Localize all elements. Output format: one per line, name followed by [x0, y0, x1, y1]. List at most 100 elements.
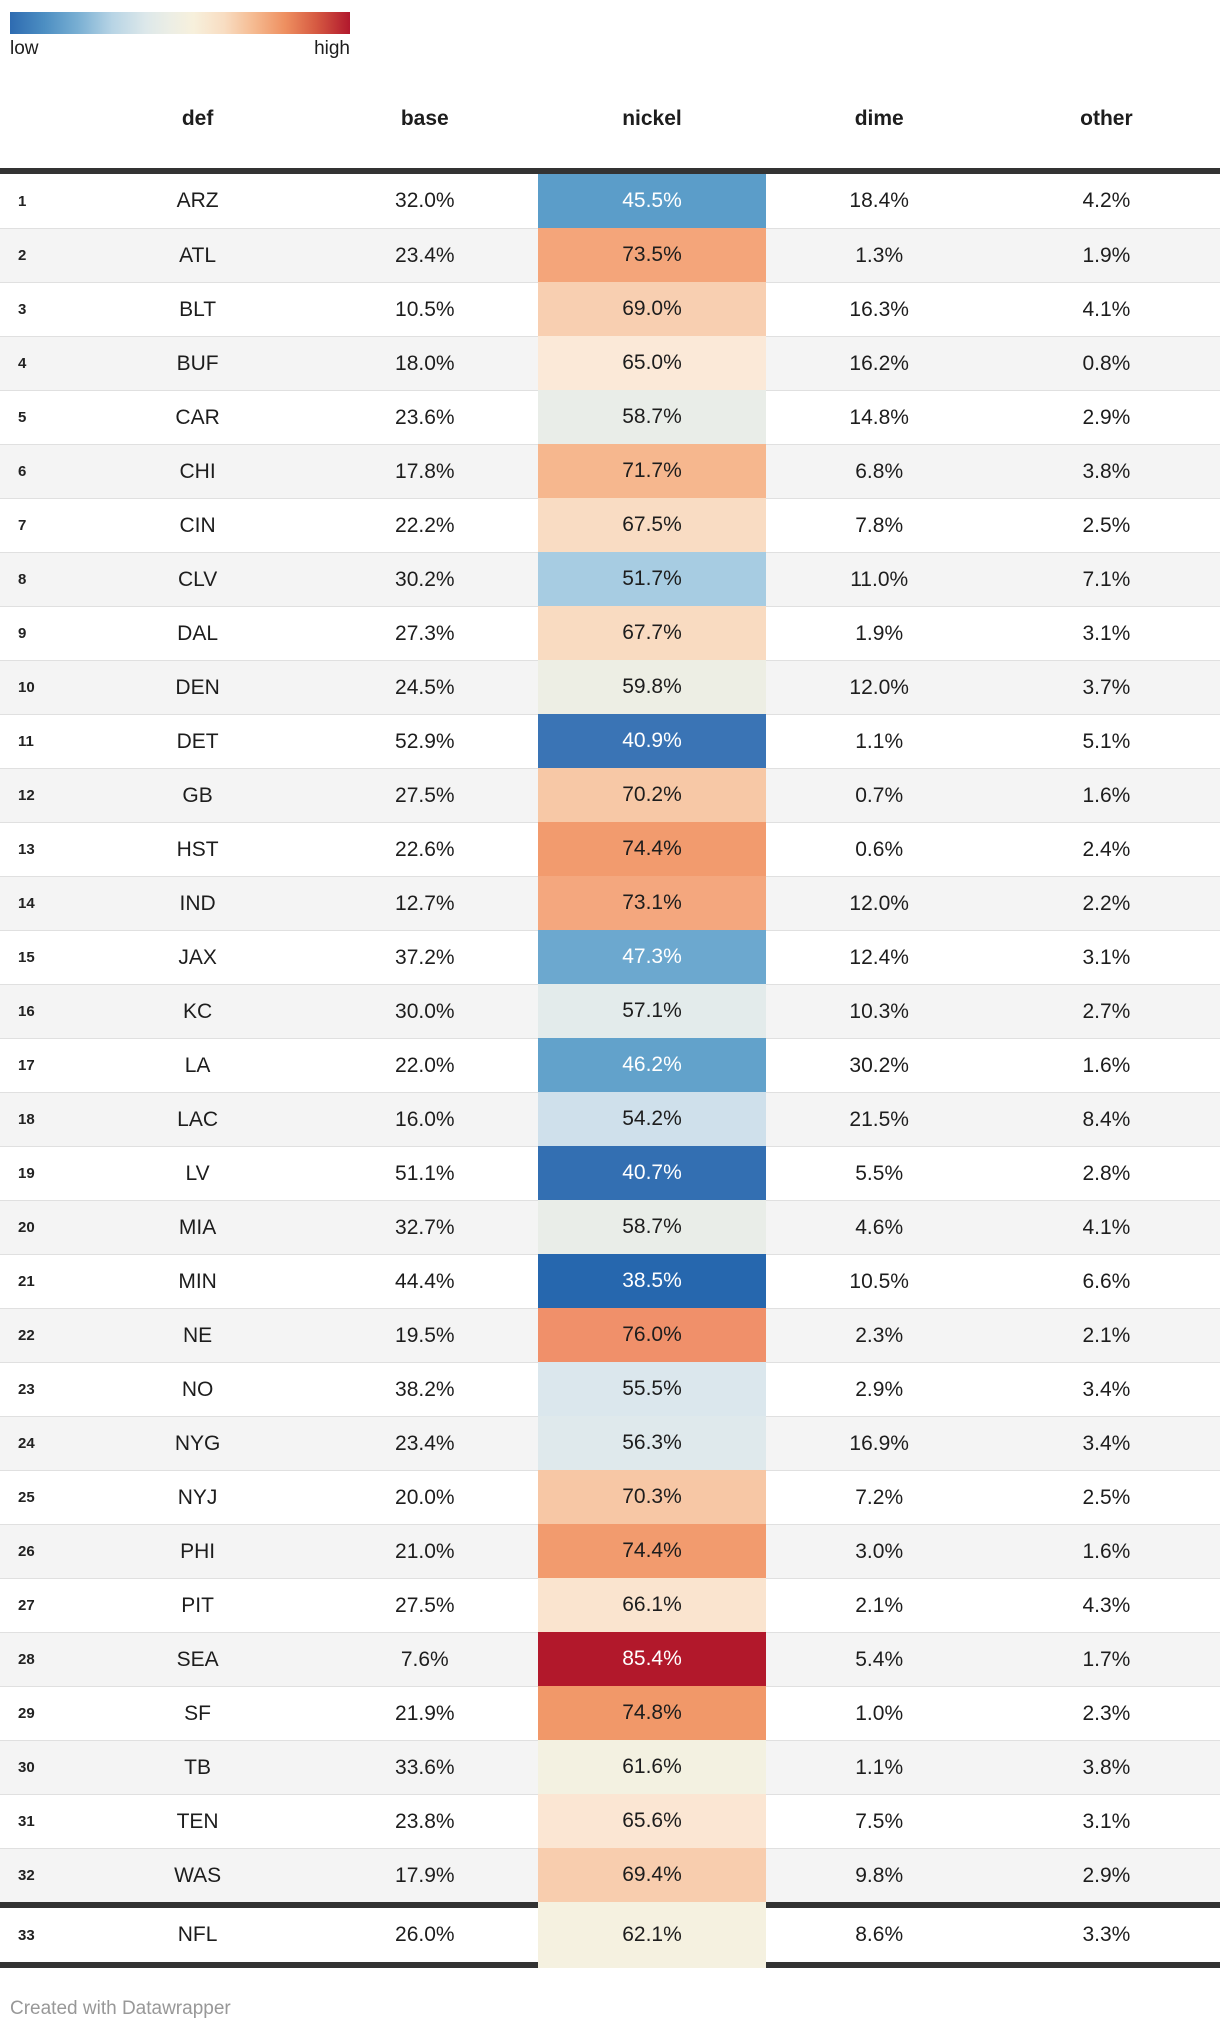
table-row: 15 JAX 37.2% 47.3% 12.4% 3.1% [0, 930, 1220, 984]
nickel-heat-cell: 55.5% [538, 1362, 766, 1416]
dime-cell: 18.4% [849, 189, 909, 212]
legend-high-label: high [314, 38, 350, 59]
team-cell: PIT [84, 1578, 312, 1632]
nickel-heat-cell: 71.7% [538, 444, 766, 498]
team-cell: HST [84, 822, 312, 876]
table-row: 10 DEN 24.5% 59.8% 12.0% 3.7% [0, 660, 1220, 714]
rank-cell: 21 [0, 1254, 84, 1308]
nickel-heat-cell: 57.1% [538, 984, 766, 1038]
table-row: 22 NE 19.5% 76.0% 2.3% 2.1% [0, 1308, 1220, 1362]
table-row: 7 CIN 22.2% 67.5% 7.8% 2.5% [0, 498, 1220, 552]
rank-cell: 30 [0, 1740, 84, 1794]
table-row: 33 NFL 26.0% 62.1% 8.6% 3.3% [0, 1902, 1220, 1968]
rank-cell: 11 [0, 714, 84, 768]
team-cell: MIN [84, 1254, 312, 1308]
rank-cell: 9 [0, 606, 84, 660]
other-cell: 0.8% [992, 336, 1220, 390]
team-cell: LV [84, 1146, 312, 1200]
base-cell: 18.0% [311, 336, 539, 390]
nickel-heat-cell: 58.7% [538, 1200, 766, 1254]
rank-cell: 31 [0, 1794, 84, 1848]
dime-cell: 9.8% [765, 1848, 993, 1902]
other-cell: 3.4% [992, 1362, 1220, 1416]
other-cell: 3.7% [992, 660, 1220, 714]
nickel-heat-cell: 74.4% [538, 822, 766, 876]
dime-cell: 3.0% [765, 1524, 993, 1578]
other-cell: 1.6% [992, 1038, 1220, 1092]
dime-cell: 1.3% [765, 228, 993, 282]
dime-cell: 30.2% [765, 1038, 993, 1092]
base-cell: 24.5% [311, 660, 539, 714]
dime-cell: 21.5% [765, 1092, 993, 1146]
rank-cell: 1 [18, 192, 27, 210]
nickel-heat-cell: 85.4% [538, 1632, 766, 1686]
rank-cell: 25 [0, 1470, 84, 1524]
nickel-heat-cell: 59.8% [538, 660, 766, 714]
team-cell: TEN [84, 1794, 312, 1848]
table-row: 20 MIA 32.7% 58.7% 4.6% 4.1% [0, 1200, 1220, 1254]
nickel-heat-cell: 76.0% [538, 1308, 766, 1362]
nickel-heat-cell: 38.5% [538, 1254, 766, 1308]
other-cell: 3.4% [992, 1416, 1220, 1470]
team-cell: CHI [84, 444, 312, 498]
other-cell: 1.7% [992, 1632, 1220, 1686]
dime-cell: 6.8% [765, 444, 993, 498]
table-row: 16 KC 30.0% 57.1% 10.3% 2.7% [0, 984, 1220, 1038]
table-row: 26 PHI 21.0% 74.4% 3.0% 1.6% [0, 1524, 1220, 1578]
nickel-heat-cell: 47.3% [538, 930, 766, 984]
rank-cell: 17 [0, 1038, 84, 1092]
team-cell: JAX [84, 930, 312, 984]
base-cell: 27.5% [311, 1578, 539, 1632]
team-cell: NO [84, 1362, 312, 1416]
other-cell: 3.8% [992, 444, 1220, 498]
other-cell: 3.8% [992, 1740, 1220, 1794]
team-cell: PHI [84, 1524, 312, 1578]
other-cell: 3.1% [992, 606, 1220, 660]
other-cell: 4.2% [1082, 189, 1131, 212]
nickel-heat-cell: 46.2% [538, 1038, 766, 1092]
nickel-heat-cell: 67.7% [538, 606, 766, 660]
dime-cell: 5.5% [765, 1146, 993, 1200]
dime-cell: 8.6% [765, 1902, 993, 1968]
other-cell: 6.6% [992, 1254, 1220, 1308]
nickel-heat-cell: 70.3% [538, 1470, 766, 1524]
table-row: 25 NYJ 20.0% 70.3% 7.2% 2.5% [0, 1470, 1220, 1524]
rank-cell: 6 [0, 444, 84, 498]
table-body: 1 ARZ 32.0% 45.5% 18.4% 4.2% 2 ATL 23.4%… [0, 174, 1220, 1968]
rank-cell: 28 [0, 1632, 84, 1686]
base-cell: 21.0% [311, 1524, 539, 1578]
header-rank-cell [0, 60, 84, 168]
table-row: 4 BUF 18.0% 65.0% 16.2% 0.8% [0, 336, 1220, 390]
nickel-heat-cell: 65.0% [538, 336, 766, 390]
nickel-heat-cell: 58.7% [538, 390, 766, 444]
other-cell: 2.4% [992, 822, 1220, 876]
table-row: 17 LA 22.0% 46.2% 30.2% 1.6% [0, 1038, 1220, 1092]
nickel-heat-cell: 70.2% [538, 768, 766, 822]
other-cell: 2.9% [992, 1848, 1220, 1902]
table-row: 11 DET 52.9% 40.9% 1.1% 5.1% [0, 714, 1220, 768]
base-cell: 22.2% [311, 498, 539, 552]
dime-cell: 0.6% [765, 822, 993, 876]
nickel-heat-cell: 73.5% [538, 228, 766, 282]
other-cell: 1.6% [992, 768, 1220, 822]
table-row: 30 TB 33.6% 61.6% 1.1% 3.8% [0, 1740, 1220, 1794]
table-row: 19 LV 51.1% 40.7% 5.5% 2.8% [0, 1146, 1220, 1200]
datawrapper-credit-link[interactable]: Created with Datawrapper [10, 1998, 231, 2019]
team-cell: IND [84, 876, 312, 930]
base-cell: 12.7% [311, 876, 539, 930]
dime-cell: 12.0% [765, 660, 993, 714]
other-cell: 8.4% [992, 1092, 1220, 1146]
other-cell: 4.3% [992, 1578, 1220, 1632]
base-cell: 19.5% [311, 1308, 539, 1362]
other-cell: 2.5% [992, 1470, 1220, 1524]
team-cell: SEA [84, 1632, 312, 1686]
rank-cell: 10 [0, 660, 84, 714]
team-cell: CLV [84, 552, 312, 606]
base-cell: 23.8% [311, 1794, 539, 1848]
team-cell: MIA [84, 1200, 312, 1254]
other-cell: 4.1% [992, 282, 1220, 336]
table-row: 18 LAC 16.0% 54.2% 21.5% 8.4% [0, 1092, 1220, 1146]
table-row: 31 TEN 23.8% 65.6% 7.5% 3.1% [0, 1794, 1220, 1848]
team-cell: CIN [84, 498, 312, 552]
